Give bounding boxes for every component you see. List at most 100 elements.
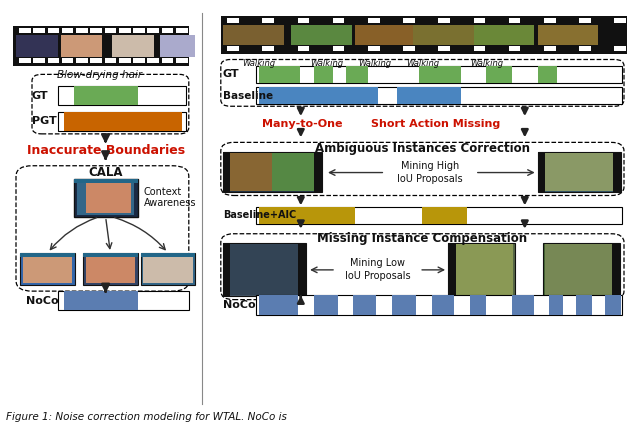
FancyBboxPatch shape — [141, 253, 195, 285]
Text: Context
Awareness: Context Awareness — [144, 187, 196, 208]
FancyBboxPatch shape — [333, 46, 344, 51]
FancyBboxPatch shape — [86, 183, 131, 212]
Text: Mining High: Mining High — [401, 161, 460, 171]
FancyBboxPatch shape — [61, 35, 102, 57]
FancyBboxPatch shape — [86, 255, 135, 283]
FancyBboxPatch shape — [403, 18, 415, 23]
Text: Baseline: Baseline — [223, 91, 273, 101]
Text: CALA: CALA — [88, 166, 123, 178]
FancyBboxPatch shape — [614, 46, 626, 51]
FancyBboxPatch shape — [353, 295, 376, 314]
Text: Walking: Walking — [470, 60, 503, 68]
FancyBboxPatch shape — [20, 253, 75, 285]
FancyBboxPatch shape — [432, 295, 454, 314]
FancyBboxPatch shape — [48, 28, 60, 33]
FancyBboxPatch shape — [83, 253, 138, 257]
FancyBboxPatch shape — [62, 28, 74, 33]
FancyBboxPatch shape — [227, 46, 239, 51]
Text: NoCo: NoCo — [223, 300, 255, 310]
FancyBboxPatch shape — [576, 295, 592, 314]
Text: Mining Low: Mining Low — [350, 258, 405, 269]
FancyBboxPatch shape — [438, 46, 450, 51]
FancyBboxPatch shape — [538, 66, 557, 83]
FancyBboxPatch shape — [23, 255, 72, 283]
FancyBboxPatch shape — [141, 253, 195, 257]
Text: Missing Instance Compensation: Missing Instance Compensation — [317, 232, 527, 245]
FancyBboxPatch shape — [298, 46, 309, 51]
FancyBboxPatch shape — [474, 46, 485, 51]
FancyBboxPatch shape — [392, 295, 416, 314]
FancyBboxPatch shape — [448, 243, 515, 296]
FancyBboxPatch shape — [223, 25, 284, 45]
FancyBboxPatch shape — [448, 243, 456, 296]
FancyBboxPatch shape — [225, 153, 273, 191]
FancyBboxPatch shape — [223, 243, 230, 296]
FancyBboxPatch shape — [474, 25, 534, 45]
FancyBboxPatch shape — [64, 112, 182, 131]
FancyBboxPatch shape — [579, 18, 591, 23]
FancyBboxPatch shape — [19, 28, 31, 33]
FancyBboxPatch shape — [543, 243, 620, 296]
FancyBboxPatch shape — [62, 58, 74, 63]
FancyBboxPatch shape — [223, 152, 322, 192]
FancyBboxPatch shape — [413, 25, 474, 45]
FancyBboxPatch shape — [76, 58, 88, 63]
FancyBboxPatch shape — [538, 152, 621, 192]
FancyBboxPatch shape — [90, 58, 102, 63]
FancyBboxPatch shape — [221, 16, 627, 54]
FancyBboxPatch shape — [613, 152, 621, 192]
FancyBboxPatch shape — [16, 35, 58, 57]
FancyBboxPatch shape — [160, 35, 195, 57]
FancyBboxPatch shape — [256, 66, 622, 83]
Text: Walking: Walking — [310, 60, 343, 68]
FancyBboxPatch shape — [512, 295, 534, 314]
FancyBboxPatch shape — [76, 28, 88, 33]
FancyBboxPatch shape — [259, 87, 378, 104]
FancyBboxPatch shape — [225, 244, 304, 295]
FancyBboxPatch shape — [74, 86, 138, 105]
Text: Figure 1: Noise correction modeling for WTAL. NoCo is: Figure 1: Noise correction modeling for … — [6, 412, 287, 422]
FancyBboxPatch shape — [105, 58, 116, 63]
FancyBboxPatch shape — [259, 295, 298, 314]
FancyBboxPatch shape — [176, 58, 188, 63]
Text: Walking: Walking — [243, 60, 276, 68]
FancyBboxPatch shape — [438, 18, 450, 23]
FancyBboxPatch shape — [162, 28, 173, 33]
Text: PGT: PGT — [32, 116, 57, 126]
FancyBboxPatch shape — [13, 26, 189, 66]
FancyBboxPatch shape — [20, 253, 75, 257]
FancyBboxPatch shape — [58, 112, 186, 131]
FancyBboxPatch shape — [223, 152, 230, 192]
FancyBboxPatch shape — [162, 58, 173, 63]
FancyBboxPatch shape — [64, 291, 138, 310]
FancyBboxPatch shape — [58, 86, 186, 105]
FancyBboxPatch shape — [355, 25, 416, 45]
Text: NoCo: NoCo — [26, 296, 58, 306]
FancyBboxPatch shape — [147, 58, 159, 63]
FancyBboxPatch shape — [33, 28, 45, 33]
FancyBboxPatch shape — [105, 28, 116, 33]
Text: Inaccurate Boundaries: Inaccurate Boundaries — [26, 144, 185, 157]
FancyBboxPatch shape — [225, 153, 320, 191]
FancyBboxPatch shape — [579, 46, 591, 51]
FancyBboxPatch shape — [262, 46, 274, 51]
FancyBboxPatch shape — [314, 66, 333, 83]
FancyBboxPatch shape — [74, 178, 138, 217]
FancyBboxPatch shape — [368, 18, 380, 23]
Text: GT: GT — [32, 91, 49, 101]
FancyBboxPatch shape — [256, 295, 622, 314]
FancyBboxPatch shape — [545, 244, 618, 295]
FancyBboxPatch shape — [33, 58, 45, 63]
Text: GT: GT — [223, 69, 239, 79]
FancyBboxPatch shape — [16, 35, 58, 57]
FancyBboxPatch shape — [509, 46, 520, 51]
FancyBboxPatch shape — [333, 18, 344, 23]
Text: Ambiguous Instances Correction: Ambiguous Instances Correction — [315, 142, 530, 155]
FancyBboxPatch shape — [314, 295, 338, 314]
FancyBboxPatch shape — [19, 58, 31, 63]
FancyBboxPatch shape — [544, 46, 556, 51]
FancyBboxPatch shape — [403, 46, 415, 51]
FancyBboxPatch shape — [256, 87, 622, 104]
FancyBboxPatch shape — [90, 28, 102, 33]
FancyBboxPatch shape — [83, 253, 138, 285]
